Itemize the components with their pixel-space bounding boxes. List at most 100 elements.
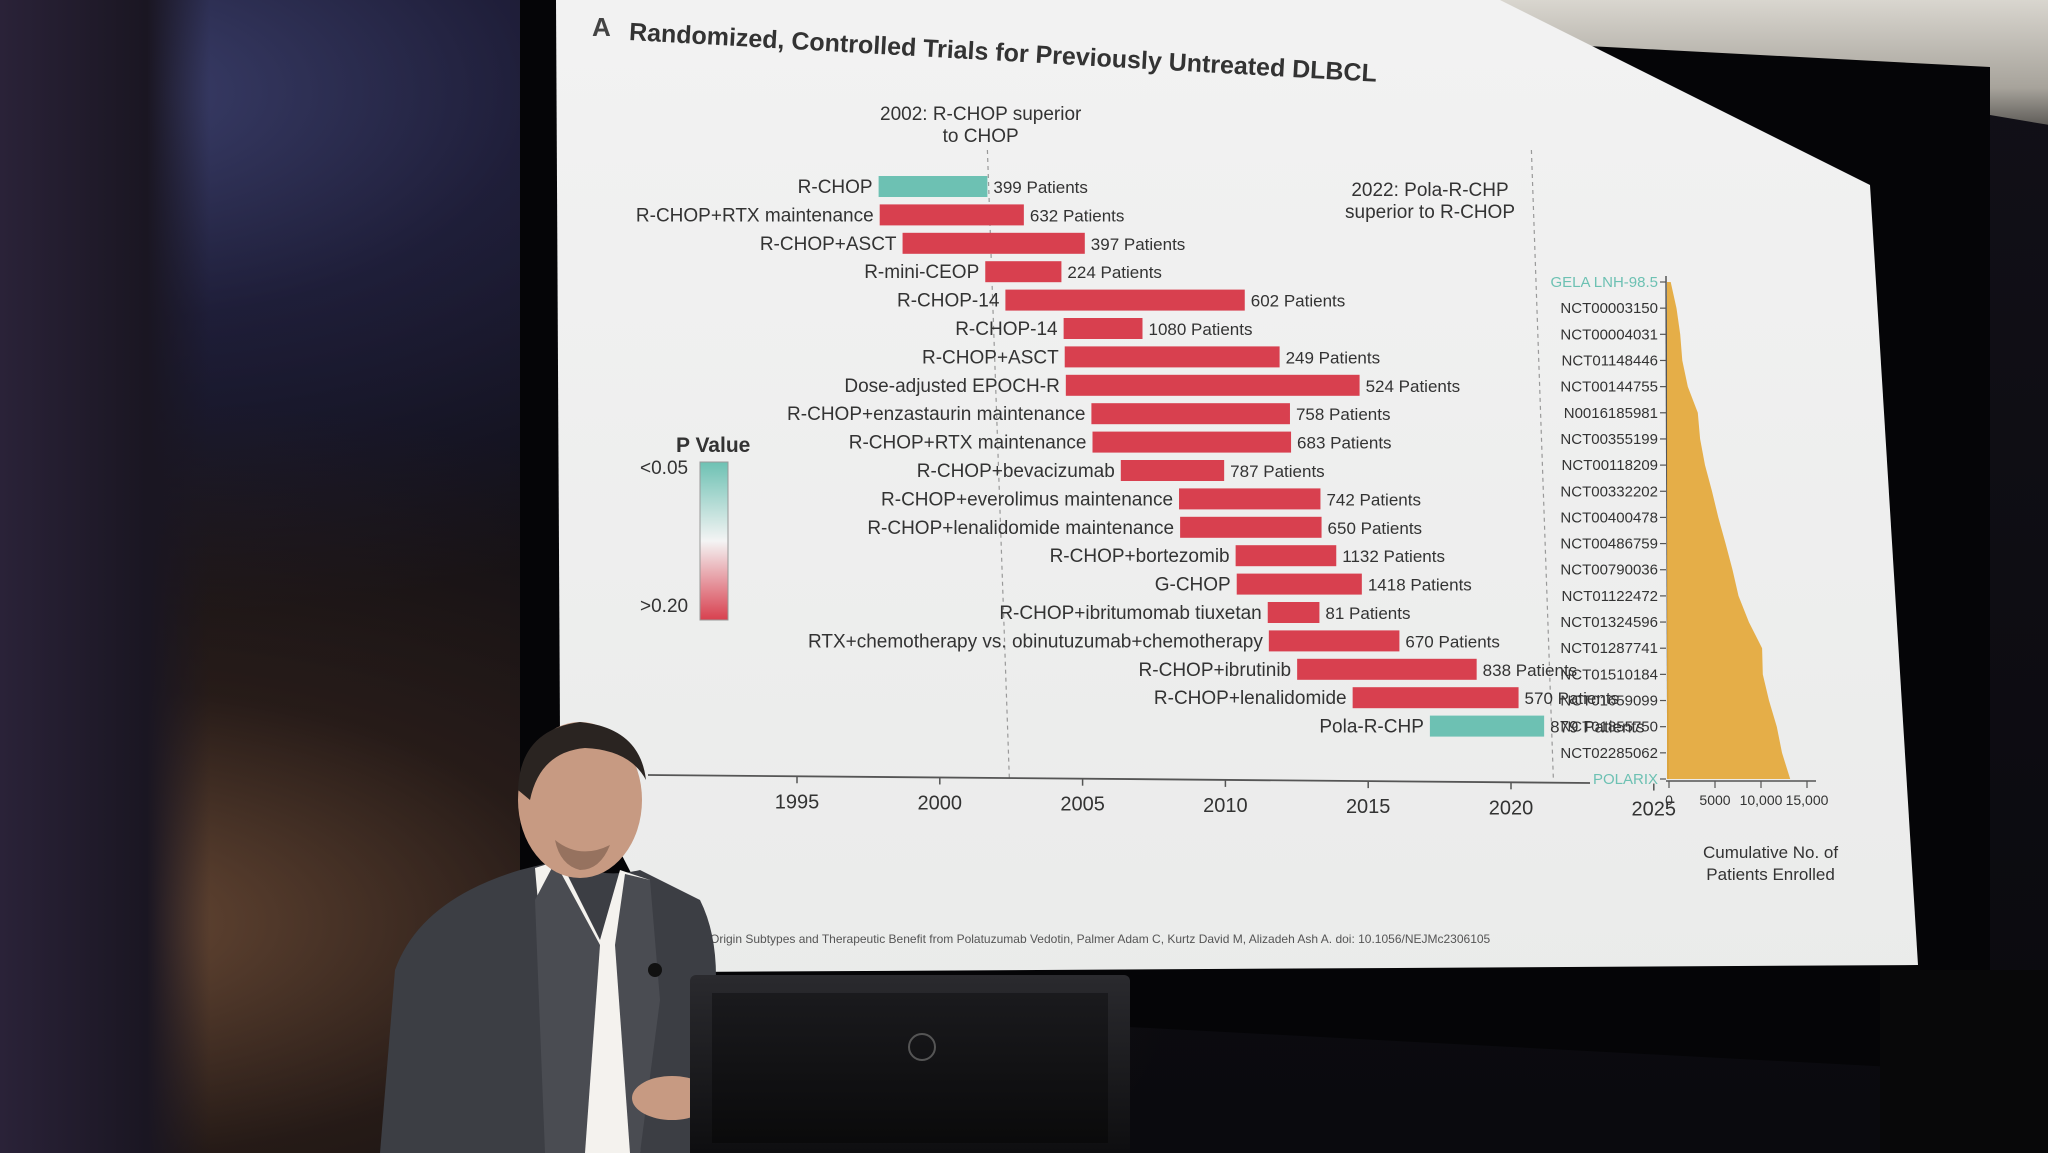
legend-bottom-label: >0.20: [640, 596, 689, 617]
trial-patients-label: 650 Patients: [1328, 519, 1423, 538]
x-axis-tick-label: 1995: [775, 791, 820, 813]
cumulative-axis-label-line-1: Cumulative No. of: [1703, 843, 1839, 862]
trial-bar: [1352, 687, 1519, 709]
trial-bar: [902, 232, 1085, 254]
trial-label: R-CHOP+everolimus maintenance: [881, 489, 1173, 510]
trial-id-label: NCT01287741: [1560, 640, 1658, 657]
x-axis-tick-label: 2025: [1632, 799, 1677, 821]
trial-id-label: N0016185981: [1564, 405, 1658, 422]
note-2022-line-2: superior to R-CHOP: [1345, 202, 1515, 223]
cumulative-x-tick-label: 10,000: [1740, 792, 1783, 808]
trial-id-label: NCT01122472: [1562, 588, 1658, 605]
trial-bar: [1005, 289, 1245, 311]
trial-patients-label: 670 Patients: [1405, 632, 1500, 651]
cumulative-x-tick-label: 15,000: [1786, 792, 1829, 808]
trial-patients-label: 787 Patients: [1230, 462, 1325, 481]
x-axis-tick-label: 2020: [1489, 797, 1534, 819]
trial-bar: [1063, 318, 1143, 339]
cumulative-area-layer: GELA LNH-98.5 NCT00003150 NCT00004031 NCT01…: [1550, 274, 1828, 808]
trial-label: R-CHOP+bortezomib: [1050, 546, 1230, 567]
trial-label: R-CHOP+bevacizumab: [917, 461, 1115, 482]
monitor-back-panel: [712, 993, 1108, 1143]
trial-id-label: NCT00003150: [1560, 300, 1658, 317]
x-axis-tick-label: 2010: [1203, 795, 1248, 817]
trial-bar: [1180, 516, 1322, 538]
trial-patients-label: 683 Patients: [1297, 434, 1392, 453]
trial-label: R-CHOP+RTX maintenance: [636, 205, 874, 226]
trial-patients-label: 249 Patients: [1286, 348, 1381, 367]
trial-id-label: NCT00486759: [1560, 536, 1658, 553]
legend-gradient-bar: [699, 461, 729, 621]
trial-bar: [1092, 431, 1292, 453]
note-2022-line-1: 2022: Pola-R-CHP: [1351, 180, 1509, 201]
trial-label: R-CHOP+ASCT: [922, 347, 1059, 368]
trial-patients-label: 602 Patients: [1251, 292, 1346, 311]
trial-label: R-CHOP+ibritumomab tiuxetan: [999, 603, 1261, 624]
trial-patients-label: 397 Patients: [1091, 235, 1186, 254]
trial-id-label: NCT00790036: [1560, 562, 1658, 579]
trial-bar: [1179, 488, 1321, 510]
trial-label: R-CHOP+ibrutinib: [1139, 660, 1292, 681]
x-axis-tick-label: 2005: [1060, 794, 1105, 816]
trial-id-label: NCT02285062: [1560, 745, 1658, 762]
trial-id-label: GELA LNH-98.5: [1550, 274, 1658, 291]
trial-label: G-CHOP: [1155, 575, 1231, 596]
x-axis-line: [647, 774, 1591, 784]
trial-bar: [1064, 346, 1280, 368]
presenter-monitor: [690, 975, 1130, 1153]
trial-id-label: NCT00400478: [1560, 509, 1658, 526]
trial-label: R-CHOP-14: [897, 291, 1000, 312]
trial-patients-label: 524 Patients: [1366, 377, 1461, 396]
trial-label: RTX+chemotherapy vs. obinutuzumab+chemot…: [808, 631, 1263, 652]
trial-bar: [1091, 403, 1290, 425]
trial-bar: [879, 204, 1024, 226]
bars-layer: R-CHOP 399 Patients R-CHOP+RTX maintenance…: [636, 149, 1677, 821]
trial-bar: [1268, 630, 1400, 652]
trial-label: Dose-adjusted EPOCH-R: [844, 376, 1059, 397]
trial-id-label: NCT00355199: [1560, 431, 1658, 448]
cumulative-area: [1667, 282, 1791, 779]
x-axis-tick-label: 2015: [1346, 796, 1391, 818]
note-2022: 2022: Pola-R-CHP superior to R-CHOP: [1345, 180, 1515, 224]
trial-patients-label: 1080 Patients: [1149, 320, 1253, 339]
trial-bar: [1297, 658, 1477, 680]
trial-id-label: NCT01855750: [1560, 719, 1658, 736]
reference-line-2022: [1530, 149, 1554, 781]
trial-label: R-CHOP+ASCT: [760, 234, 897, 255]
stage-equipment: [1880, 970, 2048, 1153]
trial-bar: [1065, 374, 1360, 396]
trial-id-label: NCT00118209: [1562, 457, 1658, 474]
reference-line-2002: [986, 149, 1010, 781]
cumulative-x-tick-label: 0: [1665, 792, 1673, 808]
note-2002-line-2: to CHOP: [942, 126, 1019, 147]
trial-bar: [1235, 545, 1337, 567]
trial-id-label: POLARIX: [1593, 771, 1658, 788]
cumulative-axis-label-line-2: Patients Enrolled: [1706, 865, 1835, 884]
trial-patients-label: 879 Patients: [1550, 718, 1645, 737]
trial-label: R-CHOP+lenalidomide maintenance: [867, 518, 1174, 539]
legend-top-label: <0.05: [640, 458, 689, 479]
trial-patients-label: 758 Patients: [1296, 405, 1391, 424]
trial-bar: [1267, 602, 1320, 623]
trial-label: R-CHOP+enzastaurin maintenance: [787, 404, 1085, 425]
trial-bar: [1120, 460, 1225, 481]
trial-patients-label: 838 Patients: [1483, 661, 1578, 680]
cumulative-x-tick-label: 5000: [1699, 792, 1730, 808]
trial-label: R-CHOP-14: [955, 319, 1058, 340]
note-2002-line-1: 2002: R-CHOP superior: [880, 104, 1082, 125]
legend-title: P Value: [676, 434, 751, 457]
trial-id-label: NCT00332202: [1560, 483, 1658, 500]
trial-patients-label: 399 Patients: [993, 178, 1088, 197]
trial-id-label: NCT01659099: [1560, 693, 1658, 710]
trial-id-label: NCT00144755: [1560, 379, 1658, 396]
monitor-logo-icon: [908, 1033, 936, 1061]
x-axis-tick-label: 2000: [918, 792, 963, 814]
trial-bar: [1429, 715, 1545, 737]
trial-patients-label: 81 Patients: [1325, 604, 1410, 623]
trial-label: R-CHOP+lenalidomide: [1154, 688, 1347, 709]
trial-id-label: NCT00004031: [1560, 326, 1658, 343]
slide-caption: Origin Subtypes and Therapeutic Benefit …: [710, 932, 1491, 946]
trial-bar: [985, 261, 1062, 283]
trial-id-label: NCT01510184: [1560, 666, 1658, 683]
